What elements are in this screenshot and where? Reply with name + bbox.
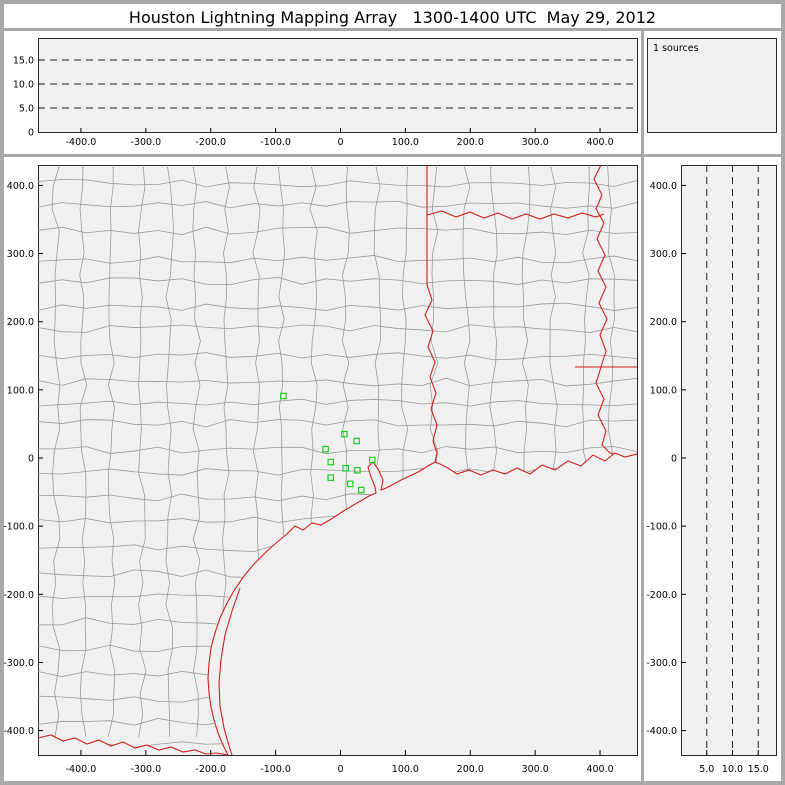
ew-tick-label: -400.0 [66, 764, 97, 775]
altitude-ns-panel: 5.0 10.0 15.0 400.0 300.0 200.0 100.0 0 -100.0 -2… [644, 157, 781, 781]
ew-tick-label: 300.0 [522, 764, 549, 775]
separator-columns [641, 28, 644, 781]
altitude-ew-svg: 15.0 10.0 5.0 0 -400.0 -300.0 -200.0 -100.0 0 100… [13, 56, 638, 148]
lma-station-marker [327, 458, 335, 466]
altitude-tick-label: 0 [28, 128, 34, 139]
ns-tick-label: 100.0 [650, 385, 677, 396]
ns-tick-label: -200.0 [4, 590, 34, 601]
ew-tick-label: 400.0 [586, 764, 613, 775]
lma-station-marker [353, 437, 361, 445]
lma-station-marker [341, 430, 348, 438]
lma-station-marker [346, 480, 354, 488]
ns-tick-label: -100.0 [646, 522, 677, 533]
ew-tick-label: -300.0 [131, 137, 162, 148]
ew-tick-label: 0 [337, 137, 343, 148]
altitude-ns-plot-area [681, 165, 777, 756]
ns-tick-label: 300.0 [7, 249, 34, 260]
separator-rows [4, 154, 781, 157]
separator-under-title [4, 28, 781, 31]
ew-tick-label: -200.0 [195, 764, 226, 775]
ew-tick-label: 300.0 [522, 137, 549, 148]
altitude-tick-label: 15.0 [13, 56, 34, 67]
lma-station-marker [368, 456, 376, 464]
sources-svg: 1 sources [653, 43, 699, 54]
ew-tick-label: 200.0 [457, 137, 484, 148]
altitude-ew-panel: 15.0 10.0 5.0 0 -400.0 -300.0 -200.0 -100.0 0 100… [4, 31, 641, 154]
lma-station-marker [280, 392, 287, 400]
lma-station-marker [342, 464, 349, 472]
ew-tick-label: 100.0 [392, 137, 419, 148]
ns-tick-label: -100.0 [4, 522, 34, 533]
ew-tick-label: 400.0 [586, 137, 613, 148]
plan-view-map-panel: 400.0 300.0 200.0 100.0 0 -100.0 -200.0 -300.0 -… [4, 157, 641, 781]
altitude-tick-label: 15.0 [748, 764, 769, 775]
lma-stations [280, 392, 376, 494]
ew-tick-label: 100.0 [392, 764, 419, 775]
map-svg: 400.0 300.0 200.0 100.0 0 -100.0 -200.0 -300.0 -… [4, 164, 638, 775]
ew-tick-label: -100.0 [260, 137, 291, 148]
altitude-ew-plot-area [38, 38, 638, 133]
lma-station-marker [327, 474, 335, 482]
ns-tick-label: -200.0 [646, 590, 677, 601]
lma-station-marker [322, 445, 329, 453]
ns-tick-label: 0 [671, 454, 677, 465]
ew-tick-label: -400.0 [66, 137, 97, 148]
ns-tick-label: 200.0 [7, 317, 34, 328]
ew-tick-label: -100.0 [260, 764, 291, 775]
altitude-tick-label: 10.0 [13, 80, 34, 91]
ew-tick-label: 0 [337, 764, 343, 775]
county-boundaries [38, 165, 637, 749]
sources-panel: 1 sources [644, 31, 781, 154]
figure-title: Houston Lightning Mapping Array 1300-140… [128, 8, 657, 27]
ns-tick-label: 300.0 [650, 249, 677, 260]
ns-tick-label: 400.0 [650, 181, 677, 192]
altitude-ns-svg: 5.0 10.0 15.0 400.0 300.0 200.0 100.0 0 -100.0 -2… [646, 165, 769, 775]
sources-count-label: 1 sources [653, 43, 699, 54]
lma-station-marker [357, 486, 365, 494]
ns-tick-label: 0 [28, 454, 34, 465]
altitude-tick-label: 5.0 [19, 104, 34, 115]
ew-tick-label: 200.0 [457, 764, 484, 775]
ns-tick-label: 400.0 [7, 181, 34, 192]
state-borders-coastline [37, 164, 638, 756]
altitude-tick-label: 5.0 [699, 764, 714, 775]
ns-tick-label: -300.0 [4, 658, 34, 669]
sources-plot-area [647, 38, 777, 133]
ew-tick-label: -200.0 [195, 137, 226, 148]
ns-tick-label: -400.0 [4, 726, 34, 737]
map-plot-area [38, 165, 638, 756]
ns-tick-label: 100.0 [7, 385, 34, 396]
ew-tick-label: -300.0 [131, 764, 162, 775]
lma-station-marker [354, 466, 361, 474]
ns-tick-label: 200.0 [650, 317, 677, 328]
ns-tick-label: -300.0 [646, 658, 677, 669]
ns-tick-label: -400.0 [646, 726, 677, 737]
altitude-tick-label: 10.0 [722, 764, 743, 775]
